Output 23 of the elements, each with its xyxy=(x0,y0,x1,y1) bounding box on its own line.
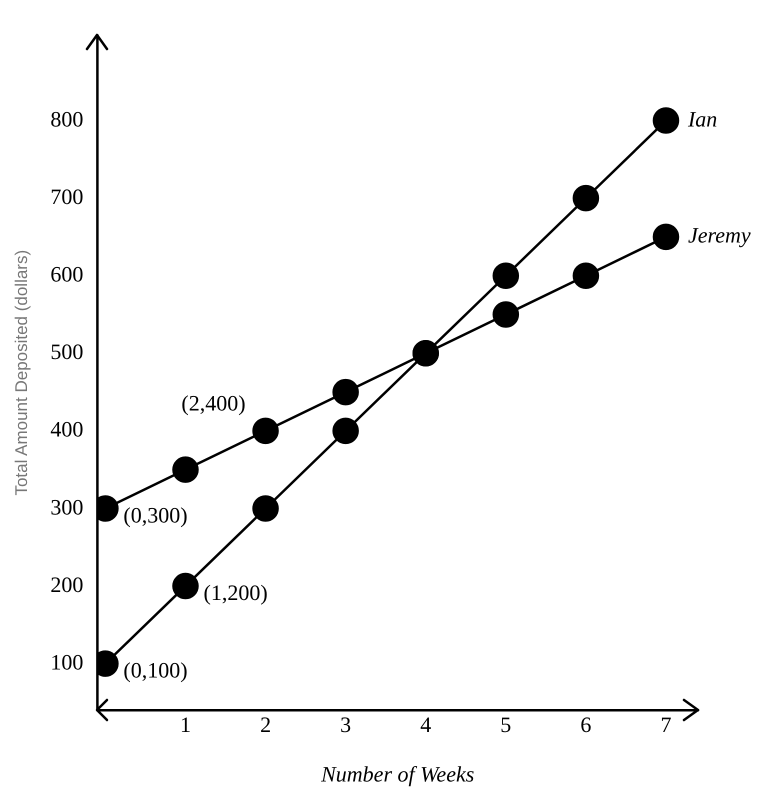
x-tick-label: 5 xyxy=(500,712,512,738)
x-tick-label: 3 xyxy=(340,712,352,738)
annotation: (1,200) xyxy=(203,580,268,605)
y-axis-title: Total Amount Deposited (dollars) xyxy=(12,250,31,496)
series-label: Jeremy xyxy=(688,222,751,248)
y-tick-label: 400 xyxy=(50,416,84,442)
y-tick-label: 700 xyxy=(50,184,84,209)
y-tick-label: 800 xyxy=(50,106,84,132)
y-tick-label: 100 xyxy=(50,649,84,674)
x-tick-label: 1 xyxy=(180,712,191,738)
annotation: (0,100) xyxy=(123,657,188,682)
y-tick-label: 600 xyxy=(50,262,84,286)
y-tick-label: 500 xyxy=(50,339,84,364)
y-tick-label: 300 xyxy=(50,494,84,520)
annotation: (0,300) xyxy=(123,502,188,528)
x-tick-label: 4 xyxy=(420,712,432,738)
series-label: Ian xyxy=(686,106,718,132)
annotation: (2,400) xyxy=(181,390,246,416)
x-tick-label: 6 xyxy=(580,712,592,738)
x-tick-label: 2 xyxy=(260,712,272,738)
x-axis-title: Number of Weeks xyxy=(320,762,474,787)
x-tick-label: 7 xyxy=(660,712,672,738)
y-tick-label: 200 xyxy=(50,572,84,597)
